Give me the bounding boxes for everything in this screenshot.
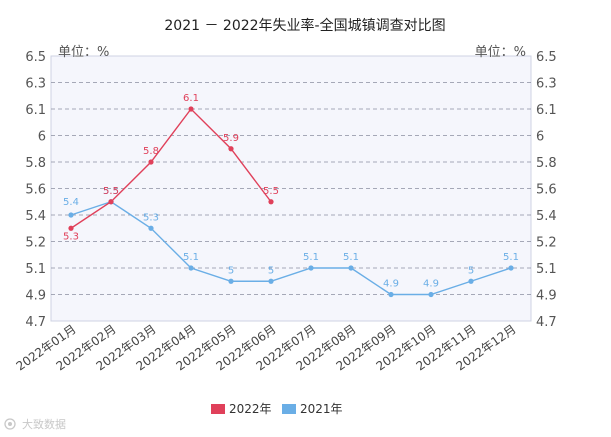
data-label: 5.5 [103, 186, 119, 197]
data-point [108, 199, 114, 205]
data-label: 5.1 [183, 252, 199, 263]
watermark-logo-icon [4, 418, 16, 430]
y-tick-label-left: 6.1 [25, 103, 46, 118]
y-tick-label-right: 5.8 [536, 156, 557, 171]
series-line-0 [70, 107, 272, 229]
y-tick-label-right: 6.1 [536, 103, 557, 118]
y-tick-label-right: 5.2 [536, 236, 557, 251]
data-label: 5 [228, 265, 234, 276]
grid-lines [51, 82, 531, 295]
y-tick-label-right: 4.7 [536, 315, 557, 330]
data-label: 4.9 [423, 279, 439, 290]
legend-label: 2021年 [300, 402, 343, 416]
y-tick-label-left: 5.8 [25, 156, 46, 171]
data-point [228, 278, 234, 284]
legend: 2022年 2021年 [211, 402, 343, 416]
data-point [508, 265, 514, 271]
y-tick-label-right: 6.3 [536, 77, 557, 92]
y-tick-label-left: 4.9 [25, 289, 46, 304]
data-point [188, 265, 194, 271]
data-label: 5.8 [143, 146, 159, 157]
data-point [428, 291, 434, 298]
watermark-text: 大致数据 [22, 417, 66, 431]
data-point [228, 146, 234, 152]
data-point [68, 225, 74, 231]
data-label: 5.3 [63, 231, 79, 242]
y-tick-label-left: 5.4 [25, 209, 46, 224]
data-point [388, 291, 394, 298]
y-tick-label-right: 6 [536, 130, 544, 145]
data-label: 5 [268, 265, 274, 276]
y-axis-right: 4.7 4.9 5.1 5.2 5.4 5.6 5.8 6 6.1 6.3 6.5 [536, 50, 557, 330]
data-label: 6.1 [183, 93, 199, 104]
data-label: 5.9 [223, 133, 239, 144]
data-point [148, 225, 154, 231]
y-tick-label-right: 5.4 [536, 209, 557, 224]
data-point [68, 212, 74, 218]
x-axis: 2022年01月2022年02月2022年03月2022年04月2022年05月… [14, 322, 519, 374]
data-label: 5.5 [103, 186, 119, 197]
y-tick-label-right: 4.9 [536, 289, 557, 304]
data-point [148, 159, 154, 165]
y-tick-label-left: 5.6 [25, 183, 46, 198]
data-label: 5 [468, 265, 474, 276]
y-tick-label-left: 6.3 [25, 77, 46, 92]
y-tick-label-left: 4.7 [25, 315, 46, 330]
data-label: 4.9 [383, 279, 399, 290]
data-label: 5.1 [503, 252, 519, 263]
data-label: 5.1 [303, 252, 319, 263]
y-tick-label-left: 5.1 [25, 262, 46, 277]
data-label: 5.4 [63, 197, 79, 208]
legend-swatch [282, 404, 296, 414]
data-label: 5.1 [343, 252, 359, 263]
series-layer: 5.4 5.5 5.3 5.1 5 5 5.1 5.1 4.9 4.9 5 5.1 5.3 5.5 5.8 6… [63, 93, 519, 298]
y-tick-label-left: 6.5 [25, 50, 46, 65]
chart-title: 2021 － 2022年失业率-全国城镇调查对比图 [164, 17, 445, 34]
y-axis-left: 4.7 4.9 5.1 5.2 5.4 5.6 5.8 6 6.1 6.3 6.5 [25, 50, 46, 330]
legend-swatch [211, 404, 225, 414]
data-point [268, 278, 274, 284]
y-tick-label-left: 5.2 [25, 236, 46, 251]
legend-label: 2022年 [229, 402, 272, 416]
data-label: 5.3 [143, 212, 159, 223]
data-label: 5.5 [263, 186, 279, 197]
y-tick-label-right: 5.6 [536, 183, 557, 198]
data-point [188, 106, 194, 112]
data-point [468, 278, 474, 284]
y-tick-label-right: 5.1 [536, 262, 557, 277]
y-tick-label-right: 6.5 [536, 50, 557, 65]
series-line-1 [70, 200, 512, 296]
data-point [348, 265, 354, 271]
data-point [268, 199, 274, 205]
unit-label-right: 单位：% [475, 45, 526, 60]
data-point [308, 265, 314, 271]
unit-label-left: 单位：% [58, 45, 109, 60]
y-tick-label-left: 6 [38, 130, 46, 145]
